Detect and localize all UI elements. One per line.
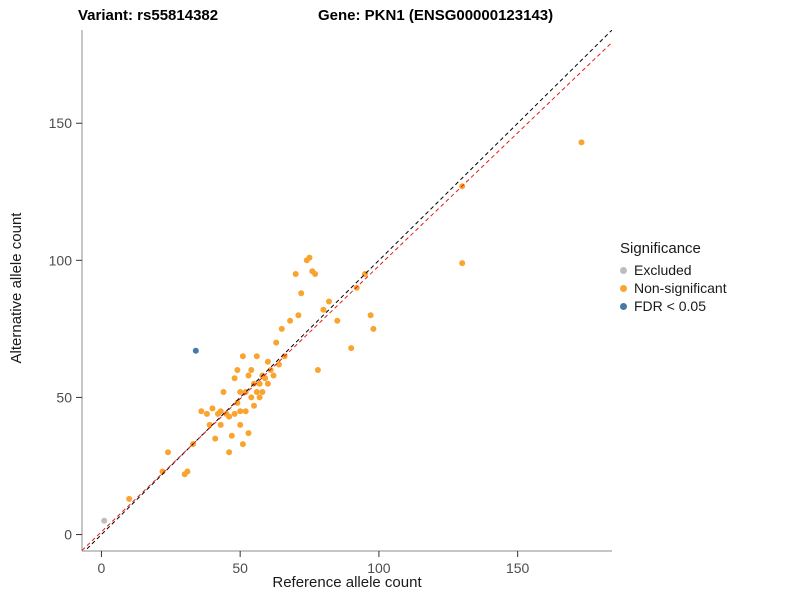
legend-entry-fdr: FDR < 0.05 — [620, 298, 727, 314]
data-point — [165, 449, 171, 456]
data-point — [326, 298, 332, 305]
data-point — [334, 317, 341, 324]
data-point — [253, 353, 260, 360]
legend-title: Significance — [620, 240, 701, 257]
data-point — [228, 432, 235, 439]
legend-label-excluded: Excluded — [634, 262, 692, 278]
data-point — [264, 358, 271, 365]
data-point — [239, 441, 246, 448]
x-tick-label: 0 — [98, 560, 106, 576]
data-point — [278, 325, 285, 332]
data-point — [212, 435, 219, 442]
data-point — [231, 410, 238, 417]
data-point — [239, 353, 246, 360]
x-tick-label: 100 — [367, 560, 391, 576]
data-point — [184, 468, 191, 475]
x-axis-title: Reference allele count — [272, 574, 422, 591]
legend: Significance Excluded Non-significant FD… — [620, 240, 727, 316]
y-tick-label: 50 — [56, 389, 72, 405]
data-point — [578, 139, 585, 146]
data-point — [256, 394, 263, 401]
data-point — [292, 271, 299, 277]
identity-line — [84, 30, 612, 551]
data-point — [287, 317, 294, 324]
data-point — [367, 312, 374, 319]
data-point — [101, 517, 108, 524]
variant-title: Variant: rs55814382 — [78, 7, 219, 24]
data-point — [320, 306, 327, 313]
data-point — [203, 410, 210, 417]
data-point — [220, 389, 227, 395]
data-point — [226, 449, 233, 456]
data-point — [262, 375, 269, 382]
data-point — [237, 421, 244, 428]
data-point — [248, 394, 255, 401]
data-point — [251, 402, 257, 409]
fit-line — [82, 42, 612, 551]
legend-swatch-excluded-icon — [620, 266, 627, 274]
data-point — [253, 389, 260, 395]
data-point — [226, 413, 233, 420]
data-point — [198, 408, 205, 415]
data-point — [209, 405, 216, 412]
data-point — [245, 430, 252, 437]
data-point — [370, 325, 377, 332]
x-tick-label: 150 — [506, 560, 530, 576]
data-point — [298, 290, 305, 297]
data-point — [264, 380, 271, 387]
data-point — [234, 399, 241, 406]
legend-label-fdr: FDR < 0.05 — [634, 298, 706, 314]
data-point — [217, 408, 224, 415]
legend-swatch-fdr-icon — [620, 302, 627, 310]
data-point — [237, 408, 244, 415]
data-point — [314, 367, 321, 373]
data-point — [248, 367, 255, 373]
data-point — [231, 375, 238, 382]
y-tick-label: 150 — [49, 115, 73, 131]
data-point — [206, 421, 213, 428]
data-point — [245, 372, 252, 379]
data-point — [234, 367, 241, 373]
legend-label-nonsignificant: Non-significant — [634, 280, 727, 296]
data-point — [126, 495, 133, 502]
legend-entry-nonsignificant: Non-significant — [620, 280, 727, 296]
data-point — [192, 347, 199, 354]
legend-swatch-nonsignificant-icon — [620, 284, 627, 292]
data-point — [348, 345, 355, 352]
y-tick-label: 100 — [49, 252, 73, 268]
data-point — [295, 312, 302, 319]
legend-entry-excluded: Excluded — [620, 262, 727, 278]
gene-title: Gene: PKN1 (ENSG00000123143) — [318, 7, 554, 24]
y-tick-label: 0 — [64, 527, 72, 543]
data-point — [276, 361, 282, 368]
data-point — [217, 421, 224, 428]
data-point — [237, 389, 244, 395]
data-point — [459, 260, 466, 267]
y-axis-title: Alternative allele count — [8, 212, 25, 364]
data-point — [259, 389, 266, 395]
data-point — [306, 254, 313, 261]
x-tick-label: 50 — [232, 560, 248, 576]
data-point — [312, 271, 319, 277]
data-point — [273, 339, 280, 346]
data-point — [256, 380, 263, 387]
data-point — [242, 408, 249, 415]
data-point — [270, 372, 277, 379]
